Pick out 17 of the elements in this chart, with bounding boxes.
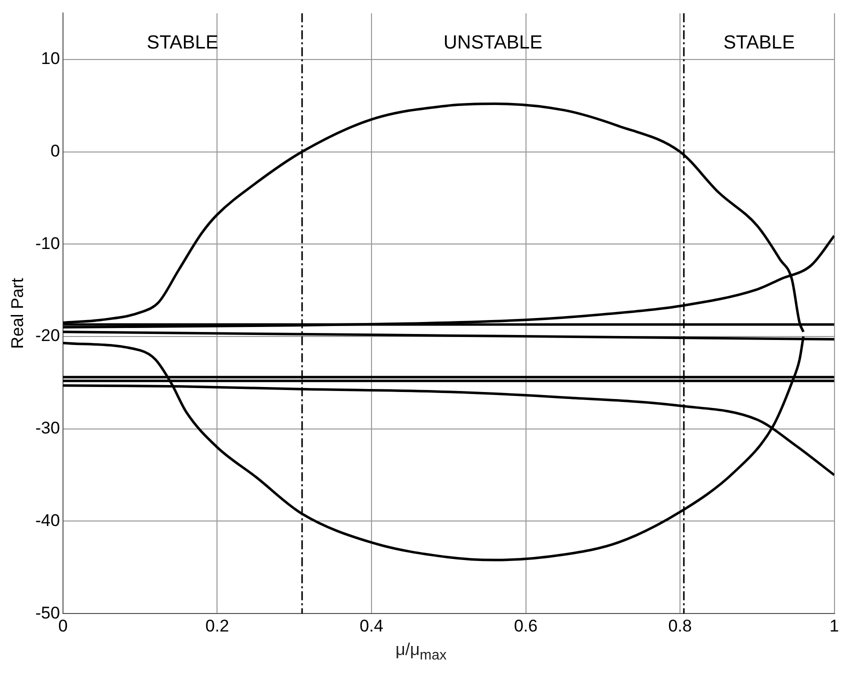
y-tick-label: -30 xyxy=(35,418,60,438)
x-tick-label: 1 xyxy=(830,616,840,636)
y-tick-label: -40 xyxy=(35,510,60,530)
x-tick-label: 0.6 xyxy=(514,616,538,636)
x-tick-label: 0.2 xyxy=(205,616,230,636)
y-tick-label: 10 xyxy=(41,49,60,68)
y-tick-label: -20 xyxy=(35,326,60,346)
annotation: UNSTABLE xyxy=(444,32,542,54)
y-tick-label: 0 xyxy=(50,141,60,160)
annotation: STABLE xyxy=(723,32,795,54)
y-tick-label: -10 xyxy=(35,234,60,253)
y-tick-label: -50 xyxy=(35,603,60,622)
y-axis-title: Real Part xyxy=(8,278,27,349)
x-axis-title: μ/μ$_{max}$ xyxy=(394,640,448,664)
annotation: STABLE xyxy=(146,32,218,54)
x-tick-label: 0.4 xyxy=(360,616,384,636)
x-tick-label: 0.8 xyxy=(668,616,692,636)
